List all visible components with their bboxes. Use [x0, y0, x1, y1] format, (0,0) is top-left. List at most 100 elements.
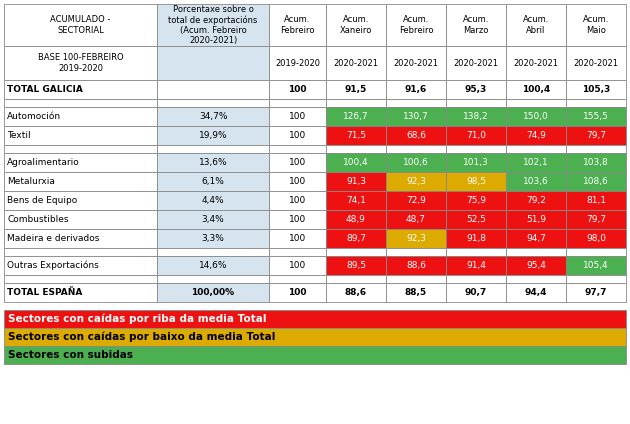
Text: 34,7%: 34,7%: [199, 112, 227, 121]
Bar: [326, 126, 386, 145]
Bar: [4, 46, 157, 80]
Bar: [269, 191, 326, 210]
Bar: [446, 46, 506, 80]
Text: 51,9: 51,9: [526, 215, 546, 224]
Bar: [4, 275, 157, 283]
Text: 2020-2021: 2020-2021: [393, 59, 438, 67]
Bar: [269, 126, 326, 145]
Text: 74,1: 74,1: [346, 196, 366, 205]
Bar: [506, 153, 566, 172]
Text: 100: 100: [289, 158, 306, 167]
Bar: [157, 210, 269, 229]
Bar: [566, 145, 626, 153]
Text: 100: 100: [289, 112, 306, 121]
Text: 100,4: 100,4: [522, 85, 550, 94]
Text: 100,00%: 100,00%: [192, 288, 234, 297]
Bar: [326, 172, 386, 191]
Bar: [446, 229, 506, 248]
Text: 100: 100: [288, 288, 307, 297]
Bar: [4, 107, 157, 126]
Text: Sectores con subidas: Sectores con subidas: [8, 350, 133, 360]
Text: 68,6: 68,6: [406, 131, 426, 140]
Text: ACUMULADO -
SECTORIAL: ACUMULADO - SECTORIAL: [50, 15, 111, 35]
Text: 102,1: 102,1: [523, 158, 549, 167]
Bar: [4, 283, 157, 302]
Text: 89,7: 89,7: [346, 234, 366, 243]
Bar: [269, 99, 326, 107]
Bar: [4, 191, 157, 210]
Text: BASE 100-FEBREIRO
2019-2020: BASE 100-FEBREIRO 2019-2020: [38, 53, 123, 73]
Bar: [326, 4, 386, 46]
Text: 91,3: 91,3: [346, 177, 366, 186]
Bar: [326, 229, 386, 248]
Bar: [506, 256, 566, 275]
Bar: [269, 46, 326, 80]
Bar: [506, 4, 566, 46]
Bar: [506, 191, 566, 210]
Text: 74,9: 74,9: [526, 131, 546, 140]
Bar: [386, 80, 446, 99]
Text: 88,6: 88,6: [406, 261, 426, 270]
Bar: [4, 145, 157, 153]
Bar: [326, 283, 386, 302]
Bar: [326, 248, 386, 256]
Bar: [566, 46, 626, 80]
Bar: [566, 210, 626, 229]
Bar: [269, 145, 326, 153]
Bar: [269, 153, 326, 172]
Bar: [157, 145, 269, 153]
Bar: [566, 172, 626, 191]
Text: 92,3: 92,3: [406, 177, 426, 186]
Text: Agroalimentario: Agroalimentario: [7, 158, 80, 167]
Bar: [446, 172, 506, 191]
Bar: [326, 153, 386, 172]
Text: 100: 100: [289, 131, 306, 140]
Bar: [4, 153, 157, 172]
Text: 4,4%: 4,4%: [202, 196, 224, 205]
Text: Bens de Equipo: Bens de Equipo: [7, 196, 77, 205]
Bar: [4, 310, 626, 328]
Text: 94,4: 94,4: [525, 288, 547, 297]
Text: Automoción: Automoción: [7, 112, 61, 121]
Bar: [386, 153, 446, 172]
Bar: [326, 145, 386, 153]
Text: Sectores con caídas por baixo da media Total: Sectores con caídas por baixo da media T…: [8, 332, 275, 342]
Bar: [506, 126, 566, 145]
Bar: [446, 256, 506, 275]
Text: 97,7: 97,7: [585, 288, 607, 297]
Bar: [326, 275, 386, 283]
Bar: [506, 275, 566, 283]
Bar: [386, 145, 446, 153]
Bar: [269, 107, 326, 126]
Bar: [566, 4, 626, 46]
Bar: [566, 275, 626, 283]
Text: 92,3: 92,3: [406, 234, 426, 243]
Text: 101,3: 101,3: [463, 158, 489, 167]
Bar: [506, 283, 566, 302]
Text: 48,9: 48,9: [346, 215, 366, 224]
Bar: [269, 210, 326, 229]
Bar: [269, 4, 326, 46]
Text: 91,8: 91,8: [466, 234, 486, 243]
Text: 103,6: 103,6: [523, 177, 549, 186]
Text: TOTAL GALICIA: TOTAL GALICIA: [7, 85, 83, 94]
Bar: [386, 210, 446, 229]
Bar: [386, 4, 446, 46]
Bar: [446, 210, 506, 229]
Text: 130,7: 130,7: [403, 112, 429, 121]
Bar: [446, 275, 506, 283]
Bar: [386, 126, 446, 145]
Text: 13,6%: 13,6%: [198, 158, 227, 167]
Bar: [506, 145, 566, 153]
Text: 2020-2021: 2020-2021: [573, 59, 619, 67]
Text: Acum.
Maio: Acum. Maio: [583, 15, 609, 35]
Bar: [4, 172, 157, 191]
Bar: [506, 107, 566, 126]
Text: 155,5: 155,5: [583, 112, 609, 121]
Text: 52,5: 52,5: [466, 215, 486, 224]
Bar: [566, 153, 626, 172]
Text: Acum.
Abril: Acum. Abril: [523, 15, 549, 35]
Bar: [157, 248, 269, 256]
Text: 6,1%: 6,1%: [202, 177, 224, 186]
Text: 100,6: 100,6: [403, 158, 429, 167]
